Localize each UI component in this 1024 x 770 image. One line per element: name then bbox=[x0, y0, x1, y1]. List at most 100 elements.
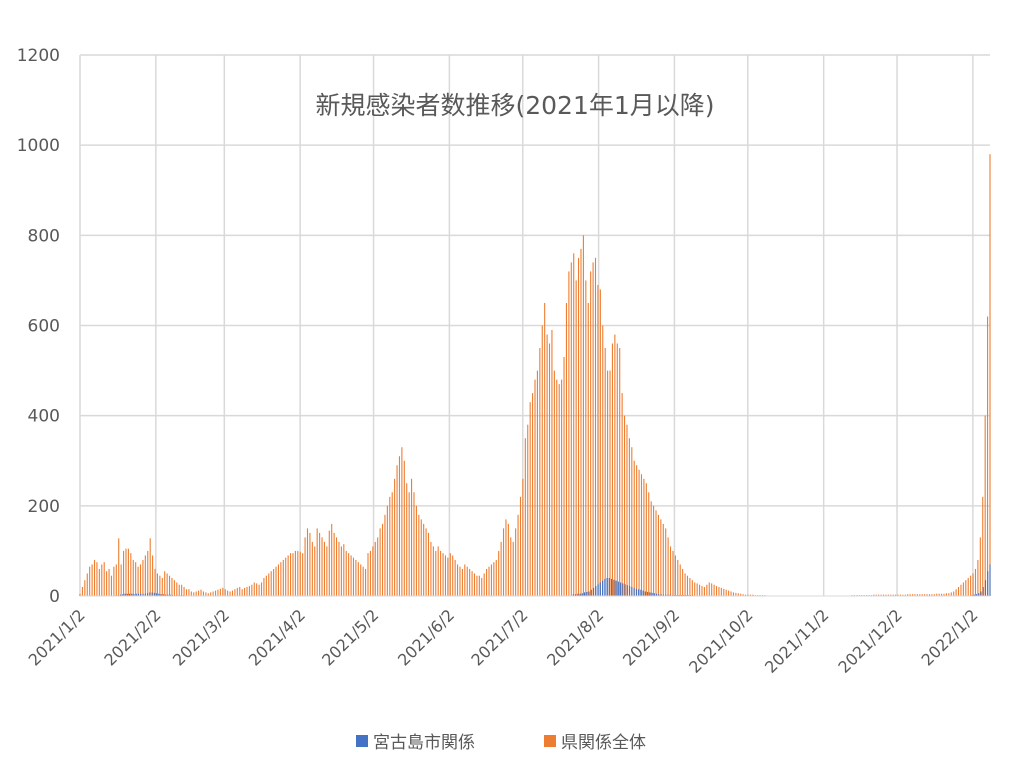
bar bbox=[669, 546, 672, 596]
bar bbox=[120, 564, 122, 596]
bar bbox=[593, 587, 595, 596]
bar bbox=[728, 590, 730, 596]
bar bbox=[236, 587, 238, 596]
bar bbox=[568, 271, 570, 596]
bar bbox=[948, 593, 950, 596]
bar bbox=[699, 584, 701, 596]
bar bbox=[936, 593, 938, 596]
bar bbox=[880, 594, 882, 596]
bar bbox=[578, 257, 580, 596]
bar bbox=[885, 594, 887, 596]
bar bbox=[909, 594, 911, 596]
y-tick-label: 0 bbox=[49, 587, 60, 607]
y-tick-label: 200 bbox=[28, 497, 60, 517]
bar bbox=[314, 546, 316, 596]
bar bbox=[907, 594, 909, 596]
bar bbox=[982, 496, 984, 596]
x-tick-label: 2021/3/2 bbox=[169, 605, 233, 669]
bar bbox=[345, 550, 347, 596]
bar bbox=[202, 591, 204, 596]
x-tick-label: 2021/11/2 bbox=[761, 605, 832, 676]
bar bbox=[147, 593, 149, 596]
bar bbox=[166, 573, 168, 596]
bar bbox=[151, 592, 153, 596]
bar bbox=[689, 577, 691, 596]
bar bbox=[577, 593, 579, 596]
bar bbox=[478, 575, 480, 596]
bar bbox=[599, 289, 601, 596]
bar bbox=[912, 594, 914, 596]
bar bbox=[708, 582, 710, 596]
bar bbox=[335, 537, 338, 596]
bar bbox=[955, 589, 957, 596]
bar bbox=[647, 591, 649, 596]
bar bbox=[878, 594, 880, 596]
bar bbox=[432, 546, 434, 596]
bar bbox=[144, 555, 146, 596]
bar bbox=[740, 593, 742, 596]
bar bbox=[156, 573, 158, 596]
bar bbox=[643, 478, 645, 596]
bar bbox=[227, 590, 229, 596]
bar bbox=[902, 594, 904, 596]
x-tick-label: 2022/1/2 bbox=[917, 605, 981, 669]
bar bbox=[319, 532, 321, 596]
y-tick-label: 600 bbox=[28, 317, 60, 337]
bar bbox=[142, 559, 144, 596]
bar bbox=[113, 566, 115, 596]
x-tick-label: 2021/8/2 bbox=[543, 605, 607, 669]
bar bbox=[193, 592, 195, 596]
bar bbox=[96, 562, 98, 596]
bar bbox=[977, 559, 979, 596]
bar bbox=[626, 424, 628, 596]
bar bbox=[360, 564, 362, 596]
bar bbox=[613, 579, 615, 596]
bar bbox=[682, 568, 684, 596]
bar bbox=[183, 586, 185, 596]
bar bbox=[137, 566, 139, 596]
bar bbox=[437, 546, 439, 596]
bar bbox=[277, 564, 280, 596]
bar bbox=[752, 594, 754, 596]
bar bbox=[81, 586, 83, 596]
bar bbox=[669, 594, 671, 596]
bar bbox=[154, 568, 156, 596]
bar bbox=[389, 496, 391, 596]
bar bbox=[331, 523, 333, 596]
bar bbox=[978, 593, 980, 596]
bar bbox=[686, 575, 689, 596]
bar bbox=[219, 588, 221, 596]
bar bbox=[651, 592, 653, 596]
x-tick-label: 2021/5/2 bbox=[318, 605, 382, 669]
bar bbox=[626, 585, 628, 596]
bar bbox=[532, 393, 534, 596]
bar bbox=[299, 551, 301, 596]
bar bbox=[580, 248, 582, 596]
bar bbox=[149, 592, 151, 596]
bar bbox=[231, 590, 234, 596]
bar bbox=[423, 523, 425, 596]
bar bbox=[962, 582, 964, 596]
bar bbox=[638, 469, 640, 596]
bar bbox=[621, 393, 623, 596]
bar bbox=[369, 550, 371, 596]
bar bbox=[561, 379, 563, 596]
bar bbox=[444, 555, 447, 596]
bar bbox=[401, 447, 403, 596]
bar bbox=[396, 465, 398, 596]
bar bbox=[926, 594, 928, 596]
bar bbox=[623, 415, 626, 596]
bar bbox=[253, 582, 255, 596]
bar bbox=[536, 370, 538, 596]
bar bbox=[457, 564, 459, 596]
bar bbox=[615, 580, 617, 596]
bar bbox=[527, 424, 529, 596]
bar bbox=[650, 501, 652, 596]
bar bbox=[268, 573, 270, 596]
bar bbox=[139, 564, 142, 596]
bar bbox=[515, 528, 517, 596]
bar bbox=[694, 582, 696, 596]
bar bbox=[524, 438, 526, 596]
bar bbox=[551, 330, 553, 596]
